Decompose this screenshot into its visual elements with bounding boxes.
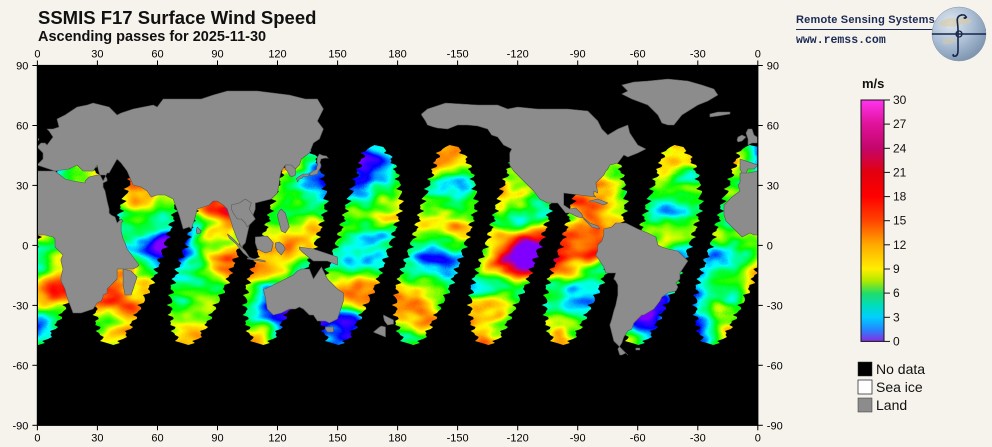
svg-text:60: 60 xyxy=(16,121,28,133)
svg-text:0: 0 xyxy=(755,432,761,444)
svg-text:18: 18 xyxy=(893,190,907,204)
svg-text:120: 120 xyxy=(268,432,286,444)
svg-text:-90: -90 xyxy=(12,420,28,432)
svg-text:-30: -30 xyxy=(690,432,706,444)
svg-text:120: 120 xyxy=(268,49,286,61)
svg-text:-150: -150 xyxy=(447,49,469,61)
svg-text:30: 30 xyxy=(16,180,28,192)
svg-text:-120: -120 xyxy=(507,49,529,61)
svg-text:15: 15 xyxy=(893,214,907,228)
svg-text:60: 60 xyxy=(767,121,779,133)
svg-text:-60: -60 xyxy=(12,360,28,372)
svg-text:21: 21 xyxy=(893,165,907,179)
svg-text:-30: -30 xyxy=(12,300,28,312)
svg-text:180: 180 xyxy=(388,49,406,61)
svg-text:90: 90 xyxy=(767,61,779,73)
svg-text:60: 60 xyxy=(151,49,163,61)
svg-text:-90: -90 xyxy=(767,420,783,432)
svg-text:60: 60 xyxy=(151,432,163,444)
svg-text:30: 30 xyxy=(767,180,779,192)
svg-text:0: 0 xyxy=(767,240,773,252)
svg-text:30: 30 xyxy=(91,432,103,444)
svg-text:24: 24 xyxy=(893,141,907,155)
svg-text:27: 27 xyxy=(893,117,907,131)
svg-text:9: 9 xyxy=(893,262,900,276)
svg-text:-60: -60 xyxy=(630,49,646,61)
svg-text:-120: -120 xyxy=(507,432,529,444)
svg-text:150: 150 xyxy=(328,49,346,61)
svg-text:30: 30 xyxy=(893,93,907,107)
svg-text:0: 0 xyxy=(34,49,40,61)
svg-text:150: 150 xyxy=(328,432,346,444)
svg-text:-60: -60 xyxy=(630,432,646,444)
svg-text:3: 3 xyxy=(893,310,900,324)
svg-text:6: 6 xyxy=(893,286,900,300)
svg-text:30: 30 xyxy=(91,49,103,61)
svg-text:180: 180 xyxy=(388,432,406,444)
svg-text:0: 0 xyxy=(22,240,28,252)
svg-text:-60: -60 xyxy=(767,360,783,372)
svg-text:90: 90 xyxy=(16,61,28,73)
svg-text:-90: -90 xyxy=(570,432,586,444)
svg-text:0: 0 xyxy=(755,49,761,61)
svg-text:90: 90 xyxy=(211,432,223,444)
svg-text:Land: Land xyxy=(876,397,907,413)
svg-text:-90: -90 xyxy=(570,49,586,61)
svg-text:0: 0 xyxy=(893,334,900,348)
svg-text:-150: -150 xyxy=(447,432,469,444)
svg-text:No data: No data xyxy=(876,361,925,377)
svg-text:Sea ice: Sea ice xyxy=(876,379,923,395)
svg-text:-30: -30 xyxy=(690,49,706,61)
svg-text:12: 12 xyxy=(893,238,907,252)
svg-text:90: 90 xyxy=(211,49,223,61)
svg-text:-30: -30 xyxy=(767,300,783,312)
svg-text:0: 0 xyxy=(34,432,40,444)
